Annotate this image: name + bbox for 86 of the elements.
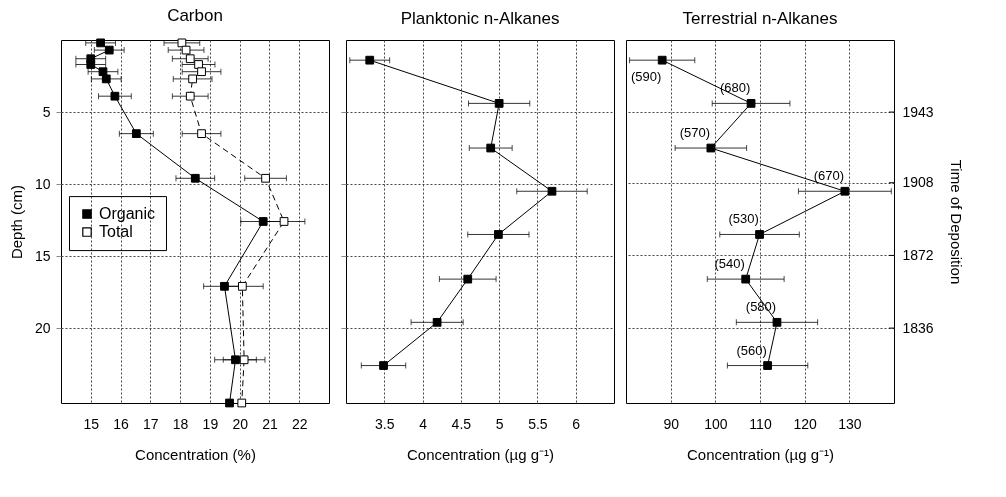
point (220, 281, 229, 291)
annotation: (580) (745, 299, 777, 315)
point (188, 74, 197, 84)
point (755, 230, 764, 239)
point (741, 274, 751, 284)
point (110, 91, 120, 101)
point (181, 45, 191, 55)
x-tick-label: 100 (704, 415, 728, 432)
legend-label: Total (99, 223, 133, 241)
annotation: (680) (719, 80, 751, 96)
x-tick-label: 5.5 (528, 415, 548, 432)
x-axis-title: Concentration (%) (135, 445, 256, 463)
x-tick-label: 22 (291, 415, 308, 432)
point (657, 55, 667, 65)
point (365, 55, 375, 65)
x-tick-label: 4.5 (451, 415, 472, 432)
point (197, 129, 206, 138)
point (131, 129, 141, 138)
x-tick-label: 90 (663, 415, 680, 432)
legend-label: Organic (99, 205, 156, 223)
x-tick-label: 16 (113, 415, 130, 432)
point (194, 60, 203, 69)
annotation: (540) (714, 256, 745, 272)
point (763, 361, 772, 370)
y-tick-label: 10 (34, 175, 51, 192)
point (547, 186, 557, 196)
chart-title: Carbon (167, 6, 223, 26)
y2-axis-title: Time of Deposition (947, 159, 965, 285)
point (237, 281, 247, 291)
point (494, 99, 504, 108)
x-tick-label: 5 (495, 415, 504, 432)
point (379, 361, 388, 370)
x-tick-label: 6 (572, 415, 581, 432)
point (432, 317, 442, 327)
x-tick-label: 3.5 (375, 415, 395, 432)
point (101, 74, 111, 84)
point (98, 67, 108, 77)
x-tick-label: 19 (202, 415, 219, 432)
y-tick-label: 15 (34, 247, 51, 264)
point (706, 143, 716, 153)
y-axis-title: Depth (cm) (7, 184, 25, 260)
point (840, 186, 850, 196)
x-tick-label: 120 (793, 415, 818, 432)
x-tick-label: 21 (262, 415, 278, 432)
chart-title: Terrestrial n-Alkanes (682, 9, 838, 28)
point (104, 45, 114, 55)
point (258, 217, 268, 226)
annotation: (570) (679, 125, 711, 141)
x-tick-label: 110 (749, 415, 772, 432)
x-tick-label: 17 (143, 415, 159, 432)
point (225, 398, 234, 408)
point (486, 143, 496, 153)
y2-tick-label: 1943 (902, 103, 934, 120)
x-axis-title: Concentration (µg g⁻¹) (406, 445, 555, 463)
annotation: (670) (813, 168, 845, 184)
x-tick-label: 130 (838, 415, 862, 432)
x-tick-label: 20 (232, 415, 249, 432)
y-tick-label: 20 (34, 319, 51, 336)
annotation: (590) (631, 69, 662, 85)
x-tick-label: 15 (83, 415, 100, 432)
point (239, 355, 249, 365)
x-tick-label: 18 (172, 415, 189, 432)
point (494, 230, 503, 239)
chart-title: Planktonic n-Alkanes (400, 9, 560, 28)
point (185, 54, 195, 64)
point (463, 274, 473, 284)
annotation: (530) (728, 211, 759, 227)
annotation: (560) (736, 342, 767, 358)
point (746, 99, 756, 108)
point (86, 60, 96, 69)
point (261, 173, 270, 183)
point (190, 173, 200, 183)
point (231, 355, 240, 365)
y2-tick-label: 1836 (902, 319, 934, 336)
point (279, 217, 289, 226)
point (772, 317, 782, 327)
y2-tick-label: 1872 (902, 246, 934, 263)
x-tick-label: 4 (419, 415, 428, 432)
point (197, 67, 206, 77)
y2-tick-label: 1908 (902, 174, 934, 191)
x-axis-title: Concentration (µg g⁻¹) (686, 445, 835, 463)
y-tick-label: 5 (42, 103, 51, 120)
point (96, 38, 105, 48)
point (177, 38, 187, 48)
point (237, 398, 247, 408)
point (185, 91, 195, 101)
